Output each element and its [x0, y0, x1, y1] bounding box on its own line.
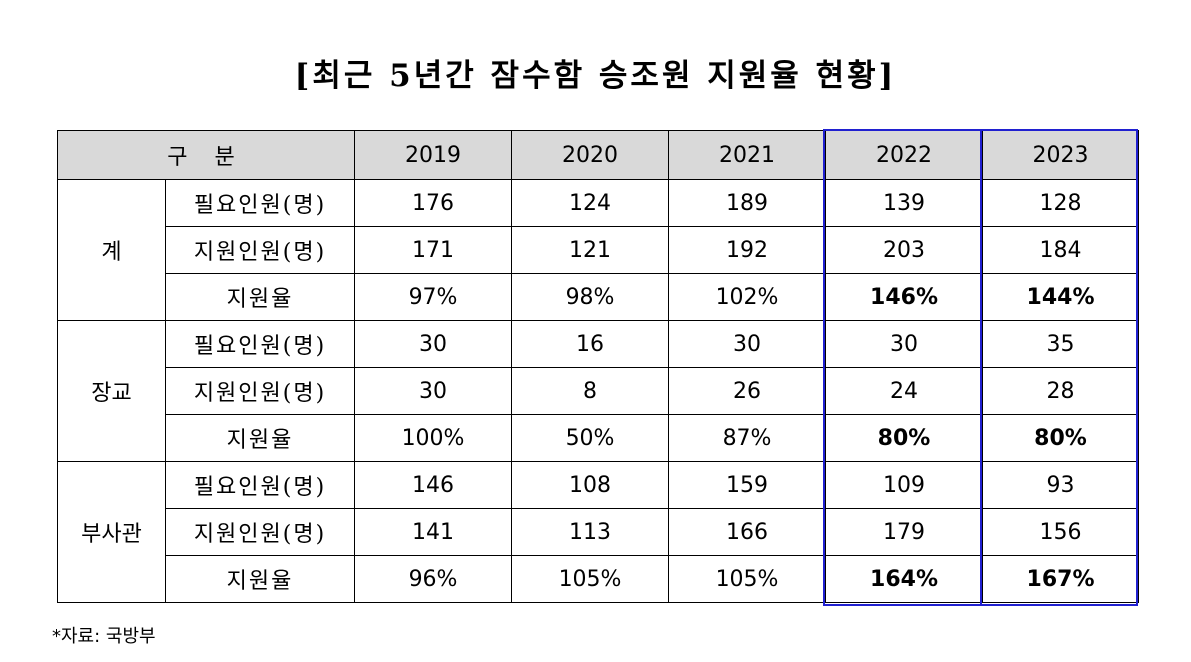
row-label: 필요인원(명): [164, 461, 356, 509]
cell: 128: [982, 179, 1140, 227]
cell: 30: [668, 320, 827, 368]
row-label: 지원인원(명): [164, 226, 356, 274]
cell: 159: [668, 461, 827, 509]
cell: 87%: [668, 414, 827, 462]
cell: 156: [982, 508, 1140, 556]
table-row: 지원인원(명) 30 8 26 24 28: [58, 367, 1140, 415]
cell-highlight: 164%: [825, 555, 984, 603]
year-header-2021: 2021: [668, 130, 827, 180]
cell: 192: [668, 226, 827, 274]
cell: 98%: [511, 273, 670, 321]
cell-highlight: 167%: [982, 555, 1140, 603]
cell: 102%: [668, 273, 827, 321]
cell: 124: [511, 179, 670, 227]
group-label-total: 계: [57, 179, 166, 321]
cell: 113: [511, 508, 670, 556]
cell: 35: [982, 320, 1140, 368]
cell: 141: [354, 508, 513, 556]
cell: 179: [825, 508, 984, 556]
row-label: 지원인원(명): [164, 508, 356, 556]
year-header-2019: 2019: [354, 130, 513, 180]
applicant-rate-table: 구 분 2019 2020 2021 2022 2023 계 필요인원(명) 1…: [56, 130, 1140, 603]
cell: 24: [825, 367, 984, 415]
cell: 184: [982, 226, 1140, 274]
cell: 28: [982, 367, 1140, 415]
table-row: 계 필요인원(명) 176 124 189 139 128: [57, 179, 1140, 321]
table-row: 부사관 필요인원(명) 146 108 159 109 93: [57, 461, 1140, 603]
row-label: 지원인원(명): [164, 367, 356, 415]
cell: 96%: [354, 555, 513, 603]
cell: 105%: [668, 555, 827, 603]
cell: 189: [668, 179, 827, 227]
row-label: 지원율: [164, 273, 356, 321]
table-row: 지원인원(명) 171 121 192 203 184: [58, 226, 1140, 274]
cell: 139: [825, 179, 984, 227]
cell: 26: [668, 367, 827, 415]
cell-highlight: 80%: [825, 414, 984, 462]
table-row: 지원인원(명) 141 113 166 179 156: [58, 508, 1140, 556]
cell: 146: [354, 461, 513, 509]
cell: 166: [668, 508, 827, 556]
row-label: 필요인원(명): [164, 179, 356, 227]
cell: 30: [354, 367, 513, 415]
header-row: 구 분 2019 2020 2021 2022 2023: [56, 130, 1140, 180]
cell-highlight: 146%: [825, 273, 984, 321]
cell: 121: [511, 226, 670, 274]
cell: 8: [511, 367, 670, 415]
year-header-2020: 2020: [511, 130, 670, 180]
table-row: 지원율 97% 98% 102% 146% 144%: [58, 273, 1140, 321]
row-label: 지원율: [164, 555, 356, 603]
category-header: 구 분: [56, 130, 356, 180]
table-title: [최근 5년간 잠수함 승조원 지원율 현황]: [294, 58, 897, 94]
table-row: 지원율 100% 50% 87% 80% 80%: [58, 414, 1140, 462]
cell: 16: [511, 320, 670, 368]
table-row: 장교 필요인원(명) 30 16 30 30 35: [57, 320, 1140, 462]
row-label: 필요인원(명): [164, 320, 356, 368]
cell: 93: [982, 461, 1140, 509]
cell: 105%: [511, 555, 670, 603]
year-header-2022: 2022: [825, 130, 984, 180]
cell: 50%: [511, 414, 670, 462]
cell: 176: [354, 179, 513, 227]
group-label-officer: 장교: [57, 320, 166, 462]
group-label-nco: 부사관: [57, 461, 166, 603]
table-row: 지원율 96% 105% 105% 164% 167%: [58, 555, 1140, 603]
cell: 30: [825, 320, 984, 368]
cell: 109: [825, 461, 984, 509]
cell-highlight: 80%: [982, 414, 1140, 462]
cell-highlight: 144%: [982, 273, 1140, 321]
row-label: 지원율: [164, 414, 356, 462]
cell: 203: [825, 226, 984, 274]
cell: 171: [354, 226, 513, 274]
cell: 97%: [354, 273, 513, 321]
year-header-2023: 2023: [982, 130, 1140, 180]
source-note: *자료: 국방부: [52, 626, 156, 647]
cell: 100%: [354, 414, 513, 462]
cell: 108: [511, 461, 670, 509]
cell: 30: [354, 320, 513, 368]
